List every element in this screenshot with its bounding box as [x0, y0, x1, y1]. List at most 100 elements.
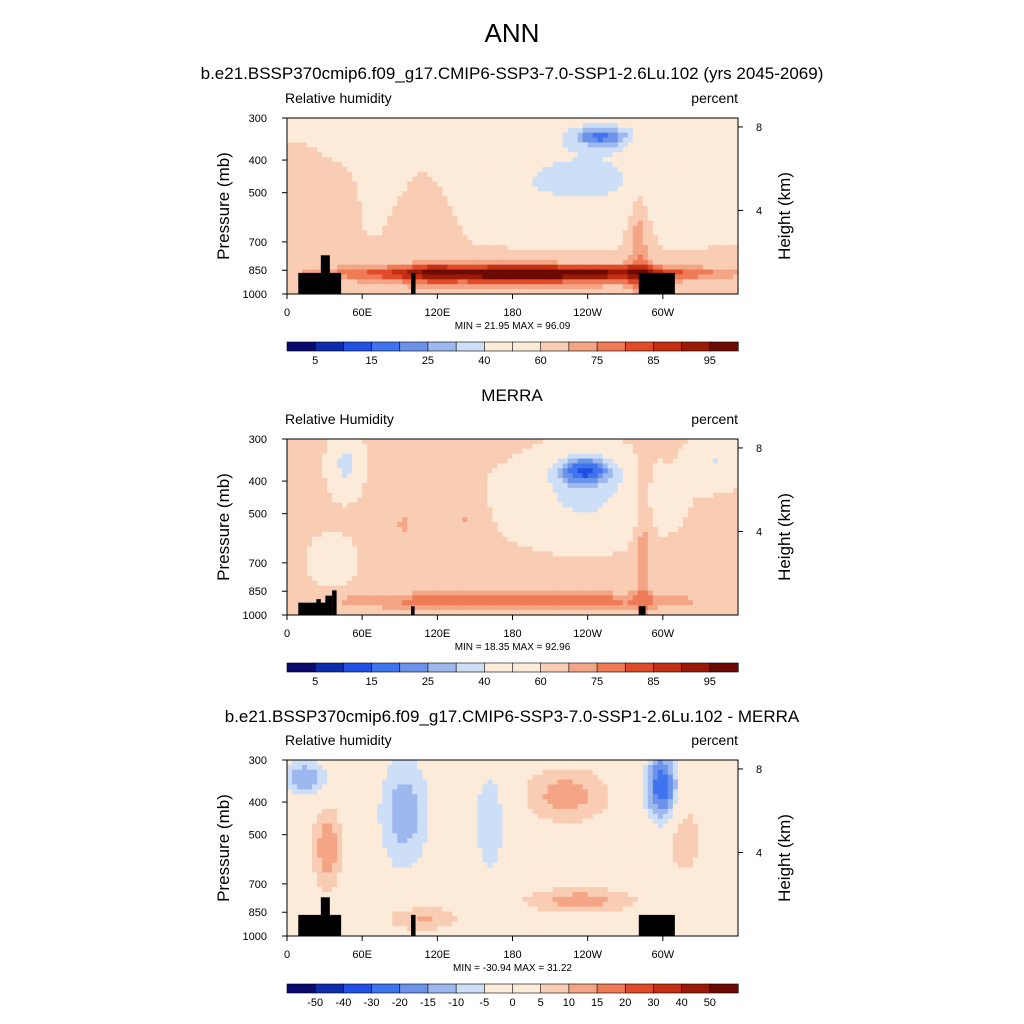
contour-cell: [367, 259, 373, 266]
contour-cell: [487, 122, 494, 129]
contour-cell: [652, 206, 659, 212]
contour-cell: [362, 196, 368, 202]
contour-cell: [437, 463, 443, 469]
contour-cell: [667, 157, 674, 163]
contour-cell: [702, 157, 709, 163]
contour-cell: [552, 478, 559, 484]
contour-cell: [662, 269, 669, 276]
contour-cell: [677, 176, 684, 183]
contour-cell: [577, 250, 584, 256]
contour-cell: [622, 458, 629, 465]
contour-cell: [557, 162, 564, 168]
contour-cell: [427, 122, 433, 129]
contour-cell: [677, 162, 684, 168]
contour-cell: [652, 487, 659, 494]
contour-cell: [297, 220, 303, 227]
contour-cell: [627, 206, 634, 212]
contour-cell: [392, 181, 398, 188]
contour-cell: [672, 147, 679, 153]
contour-cell: [402, 279, 408, 285]
contour-cell: [572, 186, 579, 192]
contour-cell: [512, 127, 519, 134]
contour-cell: [352, 196, 358, 202]
contour-cell: [537, 210, 544, 217]
contour-cell: [312, 527, 318, 533]
contour-cell: [727, 245, 734, 251]
contour-cell: [312, 507, 318, 513]
contour-cell: [367, 147, 373, 153]
contour-cell: [517, 473, 524, 479]
contour-cell: [627, 186, 634, 192]
contour-cell: [467, 274, 474, 280]
contour-cell: [387, 171, 393, 178]
contour-cell: [702, 289, 709, 295]
contour-cell: [417, 215, 423, 222]
contour-cell: [717, 220, 724, 227]
contour-cell: [317, 142, 323, 148]
contour-cell: [612, 147, 619, 153]
contour-cell: [347, 527, 353, 533]
contour-cell: [347, 152, 353, 158]
contour-cell: [587, 181, 594, 188]
contour-cell: [387, 137, 393, 144]
contour-cell: [357, 279, 363, 285]
contour-cell: [407, 517, 413, 523]
contour-cell: [287, 250, 293, 256]
contour-cell: [302, 191, 308, 197]
contour-cell: [722, 196, 729, 202]
contour-cell: [677, 157, 684, 163]
contour-cell: [542, 210, 549, 217]
contour-cell: [567, 152, 574, 158]
contour-cell: [657, 453, 664, 460]
contour-cell: [672, 507, 679, 513]
contour-cell: [722, 279, 729, 285]
contour-cell: [672, 259, 679, 266]
contour-cell: [637, 196, 644, 202]
contour-cell: [692, 186, 699, 192]
contour-cell: [682, 225, 689, 232]
contour-cell: [647, 512, 654, 518]
contour-cell: [682, 250, 689, 256]
contour-cell: [657, 171, 664, 178]
contour-cell: [337, 259, 343, 266]
contour-cell: [317, 122, 323, 129]
contour-cell: [657, 487, 664, 494]
contour-cell: [657, 210, 664, 217]
contour-cell: [407, 522, 413, 528]
contour-cell: [667, 196, 674, 202]
contour-cell: [437, 191, 443, 197]
contour-cell: [552, 483, 559, 489]
contour-cell: [697, 453, 704, 460]
contour-cell: [477, 137, 484, 144]
contour-cell: [687, 463, 694, 469]
contour-cell: [647, 245, 654, 251]
contour-cell: [322, 492, 328, 499]
contour-cell: [612, 201, 619, 207]
contour-cell: [442, 235, 448, 241]
contour-cell: [732, 274, 739, 280]
contour-cell: [367, 507, 373, 513]
contour-cell: [332, 245, 338, 251]
contour-cell: [427, 162, 433, 168]
contour-cell: [617, 132, 624, 139]
contour-cell: [432, 487, 438, 494]
contour-cell: [312, 225, 318, 232]
contour-cell: [447, 289, 453, 295]
contour-cell: [422, 279, 428, 285]
contour-cell: [707, 279, 714, 285]
contour-cell: [722, 497, 729, 504]
contour-cell: [677, 522, 684, 528]
contour-cell: [367, 142, 373, 148]
contour-cell: [447, 264, 453, 271]
contour-cell: [632, 171, 639, 178]
contour-cell: [422, 181, 428, 188]
contour-cell: [537, 497, 544, 504]
contour-cell: [702, 507, 709, 513]
contour-cell: [572, 289, 579, 295]
contour-cell: [707, 166, 714, 173]
contour-cell: [297, 210, 303, 217]
contour-cell: [717, 502, 724, 509]
contour-cell: [642, 206, 649, 212]
contour-cell: [452, 517, 458, 523]
contour-cell: [597, 147, 604, 153]
